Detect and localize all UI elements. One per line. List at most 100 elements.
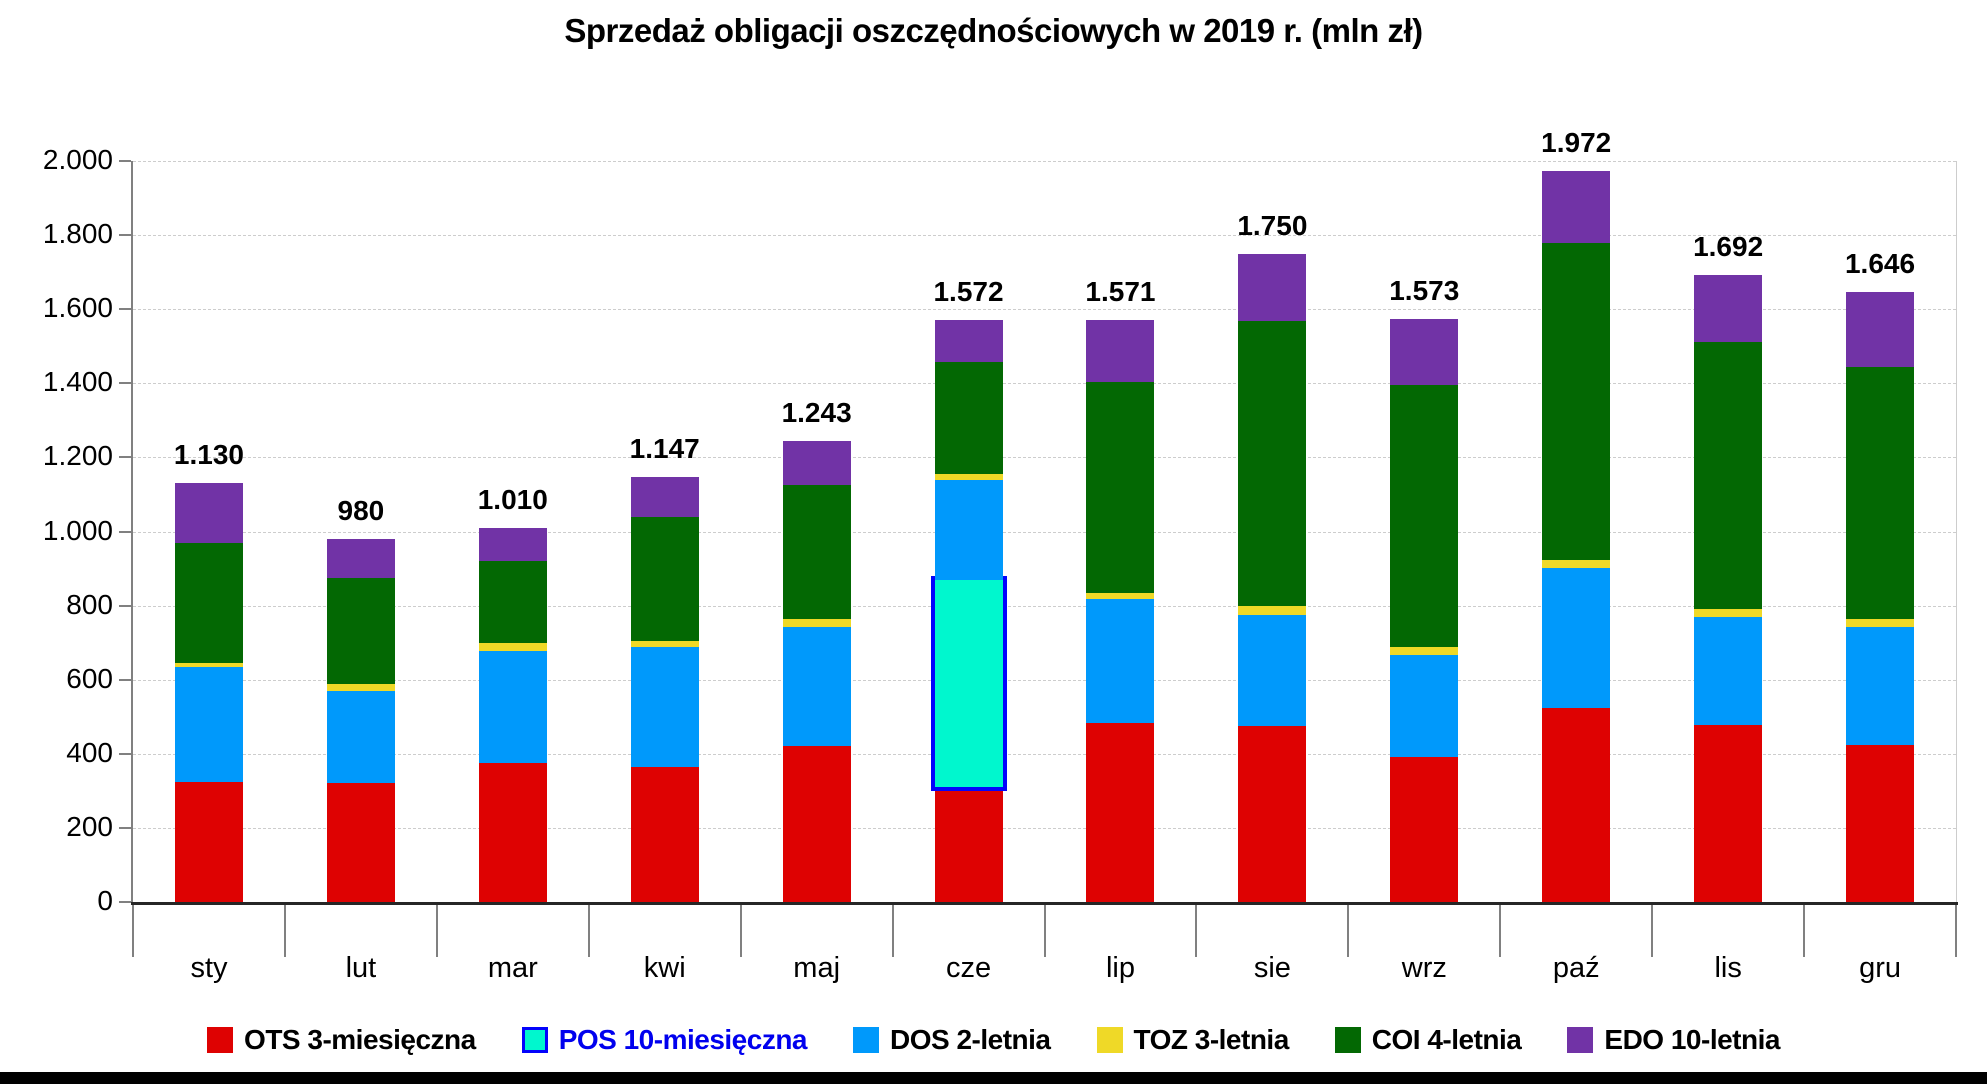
bar-total-label: 1.646 [1844,248,1916,280]
bar-segment-dos [1846,627,1915,745]
bar-segment-coi [1086,381,1155,593]
y-axis-tick [119,456,131,459]
bar-total-label: 1.972 [1541,127,1612,159]
chart-legend: OTS 3-miesięczna POS 10-miesięczna DOS 2-l… [0,1024,1987,1056]
y-axis-line [131,161,133,902]
x-axis-tick [1043,905,1046,957]
bar-segment-coi [1542,242,1611,561]
gridline [133,531,1956,533]
y-axis-tick [119,826,131,829]
bar-segment-coi [1238,320,1307,607]
chart-title: Sprzedaż obligacji oszczędnościowych w 2… [564,12,1423,49]
y-axis-tick [119,234,131,237]
y-axis-label: 2.000 [42,144,113,175]
bar-segment-coi [174,542,243,663]
legend-item-ots: OTS 3-miesięczna [207,1024,476,1056]
bar-segment-coi [1694,341,1763,609]
legend-label: DOS 2-letnia [890,1024,1051,1055]
bar-segment-edo [1694,275,1763,342]
bar-segment-toz [934,474,1003,480]
bar-segment-dos [1086,598,1155,724]
bar-segment-ots [1542,707,1611,902]
gridline [133,605,1956,607]
legend-label: EDO 10-letnia [1604,1024,1780,1055]
gridline [133,457,1956,459]
bar-segment-coi [630,516,699,641]
legend-swatch-icon [1334,1027,1361,1053]
y-axis-label: 1.200 [42,440,113,472]
x-axis-label-lut: lut [345,952,377,984]
y-axis-label: 1.000 [42,514,113,546]
bar-lip [1086,319,1155,902]
y-axis-label: 400 [66,736,113,768]
bar-sty [174,483,243,902]
x-axis-line [131,902,1958,905]
legend-label: TOZ 3-letnia [1133,1024,1290,1055]
bar-kwi [630,477,699,902]
x-axis-tick [1955,905,1957,957]
bar-segment-ots [1086,723,1155,902]
bar-segment-edo [174,483,243,543]
legend-label: OTS 3-miesięczna [244,1024,476,1055]
bar-segment-dos [1390,654,1459,757]
bar-total-label: 1.692 [1693,231,1764,263]
legend-item-edo: EDO 10-letnia [1567,1024,1780,1056]
bar-segment-toz [326,684,395,691]
x-axis-label-wrz: wrz [1401,952,1447,984]
bottom-black-strip [0,1072,1987,1084]
bar-total-label: 1.572 [933,275,1004,307]
gridline [133,309,1956,311]
bar-segment-toz [782,619,851,628]
x-axis-label-paź: paź [1552,952,1600,984]
bar-segment-edo [326,538,395,579]
bar-segment-ots [478,763,547,902]
x-axis-tick [1195,905,1198,957]
x-axis-tick [1499,905,1502,957]
y-axis-label: 800 [66,588,113,620]
bar-segment-edo [782,441,851,486]
bar-total-label: 1.147 [629,433,700,465]
bar-segment-edo [1390,319,1459,385]
y-axis-label: 600 [66,662,113,694]
bar-segment-dos [934,479,1003,580]
bar-wrz [1390,319,1459,902]
bar-total-label: 1.130 [173,439,244,471]
x-axis-label-sty: sty [190,952,228,984]
bar-segment-toz [1694,608,1763,617]
bar-segment-dos [1542,567,1611,708]
bar-segment-ots [1846,744,1915,902]
y-axis-tick [119,752,131,755]
bar-segment-toz [1238,606,1307,615]
bar-segment-coi [782,485,851,620]
x-axis-label-lis: lis [1714,952,1742,984]
x-axis-tick [132,905,134,957]
x-axis-tick [587,905,590,957]
bar-segment-toz [1846,618,1915,628]
bar-segment-dos [478,650,547,764]
x-axis-tick [1651,905,1654,957]
bar-mar [478,527,547,902]
bar-segment-ots [782,745,851,902]
bar-lis [1694,275,1763,902]
legend-swatch-icon [521,1027,548,1053]
plot-right-border [1956,161,1957,902]
bar-segment-ots [326,783,395,902]
bar-segment-ots [1238,726,1307,902]
bar-segment-dos [782,627,851,746]
y-axis-label: 1.600 [42,292,113,324]
gridline [133,383,1956,385]
bar-sie [1238,253,1307,902]
x-axis-label-lip: lip [1105,952,1135,984]
bar-total-label: 1.571 [1085,275,1156,307]
bar-segment-coi [478,561,547,644]
y-axis-tick [119,160,131,162]
bar-lut [326,538,395,902]
x-axis-label-maj: maj [793,952,841,984]
bar-segment-ots [934,787,1003,902]
x-axis-label-gru: gru [1859,952,1902,984]
bar-segment-dos [174,666,243,782]
bar-segment-coi [1390,384,1459,648]
gridline [133,161,1956,162]
bar-segment-toz [1390,647,1459,655]
